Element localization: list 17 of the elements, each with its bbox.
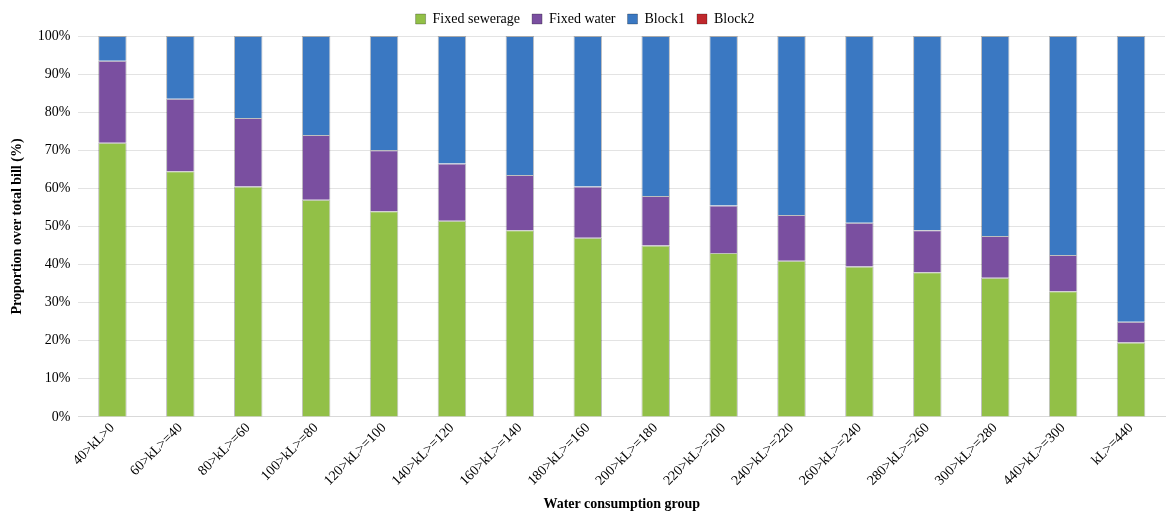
y-tick-label: 70% [44, 141, 71, 157]
legend-label: Fixed sewerage [432, 10, 521, 26]
y-tick-label: 50% [44, 218, 71, 234]
y-tick-label: 80% [44, 103, 71, 119]
legend-label: Block2 [713, 10, 755, 26]
legend-label: Block1 [644, 10, 685, 26]
y-tick-label: 30% [44, 294, 71, 310]
y-tick-label: 100% [37, 27, 71, 43]
y-tick-label: 40% [44, 256, 71, 272]
y-tick-label: 0% [51, 408, 71, 424]
legend-label: Fixed water [549, 10, 616, 26]
x-axis-title: Water consumption group [543, 496, 701, 512]
y-tick-label: 10% [44, 370, 71, 386]
y-tick-label: 60% [44, 180, 71, 196]
y-tick-label: 90% [44, 65, 71, 81]
y-tick-label: 20% [44, 332, 71, 348]
y-axis-title: Proportion over total bill (%) [9, 138, 26, 315]
